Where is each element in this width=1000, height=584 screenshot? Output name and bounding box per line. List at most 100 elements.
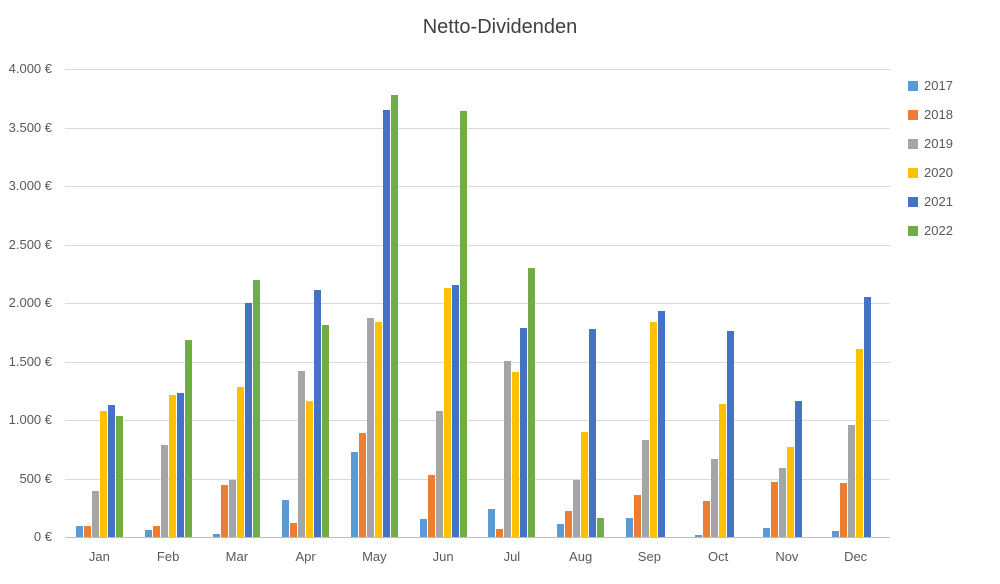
legend-label: 2021 — [924, 194, 953, 209]
bar-2022-Jun — [460, 111, 467, 537]
bar-2019-Feb — [161, 445, 168, 537]
x-tick-label-Oct: Oct — [708, 549, 729, 564]
y-tick-label: 2.500 € — [8, 237, 52, 252]
bar-2022-May — [391, 95, 398, 537]
legend-item-2017: 2017 — [908, 78, 953, 93]
legend-swatch-2019 — [908, 138, 918, 149]
bar-2017-Oct — [695, 535, 702, 537]
legend-swatch-2020 — [908, 167, 918, 178]
x-tick-label-Apr: Apr — [295, 549, 316, 564]
legend-item-2019: 2019 — [908, 136, 953, 151]
bar-2020-Dec — [856, 349, 863, 537]
bar-2018-Mar — [221, 485, 228, 537]
bar-2018-Jul — [496, 529, 503, 537]
legend-label: 2018 — [924, 107, 953, 122]
legend-swatch-2022 — [908, 225, 918, 236]
bar-2018-Sep — [634, 495, 641, 537]
legend-swatch-2021 — [908, 196, 918, 207]
bar-2022-Jan — [116, 416, 123, 537]
bar-2018-Jun — [428, 475, 435, 537]
bar-2021-Oct — [727, 331, 734, 537]
y-tick-label: 1.500 € — [8, 354, 52, 369]
bar-2019-Apr — [298, 371, 305, 537]
bar-2018-Jan — [84, 526, 91, 537]
bar-2017-Nov — [763, 528, 770, 537]
bar-2020-Feb — [169, 395, 176, 537]
bar-2020-Oct — [719, 404, 726, 537]
gridline — [65, 362, 890, 363]
gridline — [65, 69, 890, 70]
bar-2021-Jan — [108, 405, 115, 537]
bar-2021-May — [383, 110, 390, 537]
legend-label: 2022 — [924, 223, 953, 238]
bar-2019-Sep — [642, 440, 649, 537]
bar-2018-Apr — [290, 523, 297, 537]
gridline — [65, 479, 890, 480]
bar-2019-Jun — [436, 411, 443, 537]
bar-2018-May — [359, 433, 366, 537]
bar-2021-Sep — [658, 311, 665, 537]
y-tick-label: 500 € — [19, 471, 52, 486]
bar-2019-Jul — [504, 361, 511, 537]
bar-2017-Aug — [557, 524, 564, 537]
x-axis: Jan Feb Mar Apr May Jun Jul Aug Sep Oct Nov Dec — [65, 549, 890, 573]
bar-2017-Sep — [626, 518, 633, 537]
bar-2022-Feb — [185, 340, 192, 537]
bar-2017-Jun — [420, 519, 427, 537]
gridline — [65, 245, 890, 246]
legend-item-2018: 2018 — [908, 107, 953, 122]
bar-2019-Dec — [848, 425, 855, 537]
y-tick-label: 0 € — [33, 529, 52, 544]
y-tick-label: 3.500 € — [8, 120, 52, 135]
legend-item-2020: 2020 — [908, 165, 953, 180]
y-tick-label: 2.000 € — [8, 295, 52, 310]
bar-2018-Oct — [703, 501, 710, 537]
bar-2019-Aug — [573, 480, 580, 537]
bar-2019-May — [367, 318, 374, 537]
bar-2017-May — [351, 452, 358, 537]
bar-2017-Jan — [76, 526, 83, 537]
x-tick-label-Aug: Aug — [569, 549, 593, 564]
y-tick-label: 1.000 € — [8, 412, 52, 427]
bar-2021-Feb — [177, 393, 184, 537]
bar-2020-Sep — [650, 322, 657, 537]
legend-label: 2020 — [924, 165, 953, 180]
bar-2021-Nov — [795, 401, 802, 537]
bar-2020-Aug — [581, 432, 588, 537]
gridline — [65, 420, 890, 421]
bar-2020-Mar — [237, 387, 244, 537]
bar-2018-Feb — [153, 526, 160, 537]
legend: 2017 2018 2019 2020 2021 2022 — [908, 78, 953, 252]
bar-2020-Jan — [100, 411, 107, 537]
bar-2017-Jul — [488, 509, 495, 537]
x-tick-label-May: May — [362, 549, 387, 564]
x-tick-label-Jun: Jun — [432, 549, 454, 564]
legend-label: 2017 — [924, 78, 953, 93]
x-tick-label-Jan: Jan — [88, 549, 110, 564]
x-tick-label-Feb: Feb — [156, 549, 180, 564]
legend-swatch-2017 — [908, 80, 918, 91]
bar-2019-Mar — [229, 480, 236, 537]
bar-2021-Mar — [245, 303, 252, 537]
bar-2017-Feb — [145, 530, 152, 537]
plot-area — [65, 69, 890, 538]
bar-2017-Dec — [832, 531, 839, 537]
bar-2020-Nov — [787, 447, 794, 537]
bar-2019-Oct — [711, 459, 718, 537]
y-tick-label: 4.000 € — [8, 61, 52, 76]
legend-item-2022: 2022 — [908, 223, 953, 238]
gridline — [65, 128, 890, 129]
bar-2019-Jan — [92, 491, 99, 537]
bar-2019-Nov — [779, 468, 786, 537]
bar-2020-Apr — [306, 401, 313, 537]
x-axis-line — [65, 537, 890, 538]
x-tick-label-Mar: Mar — [225, 549, 249, 564]
bar-2022-Apr — [322, 325, 329, 537]
legend-label: 2019 — [924, 136, 953, 151]
bar-2018-Nov — [771, 482, 778, 537]
x-tick-label-Dec: Dec — [844, 549, 868, 564]
bar-2022-Mar — [253, 280, 260, 537]
bar-2021-Jun — [452, 285, 459, 537]
x-tick-label-Nov: Nov — [775, 549, 799, 564]
